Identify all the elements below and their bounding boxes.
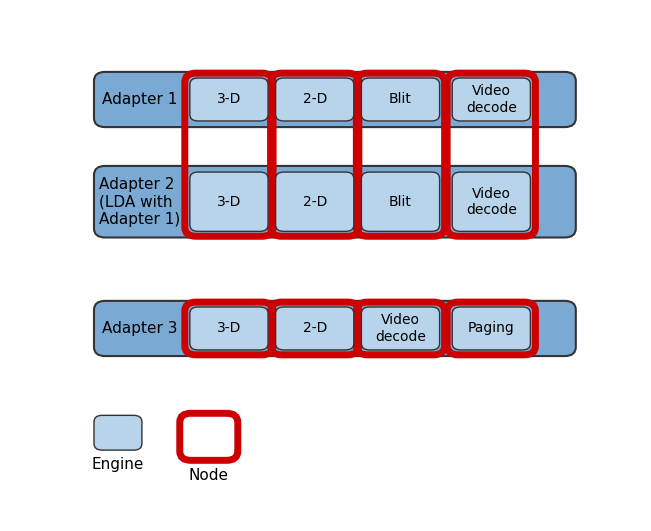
FancyBboxPatch shape — [275, 307, 354, 350]
Text: 2-D: 2-D — [303, 92, 327, 107]
Text: Adapter 1: Adapter 1 — [102, 92, 177, 107]
FancyBboxPatch shape — [361, 172, 439, 232]
FancyBboxPatch shape — [452, 307, 531, 350]
Text: 3-D: 3-D — [217, 195, 241, 209]
Text: Paging: Paging — [468, 321, 515, 336]
Text: Blit: Blit — [389, 195, 412, 209]
Text: Video
decode: Video decode — [375, 313, 426, 344]
FancyBboxPatch shape — [94, 301, 575, 356]
FancyBboxPatch shape — [94, 415, 142, 450]
Text: 3-D: 3-D — [217, 92, 241, 107]
Text: Engine: Engine — [92, 458, 144, 473]
FancyBboxPatch shape — [180, 413, 238, 460]
Text: Adapter 2
(LDA with
Adapter 1): Adapter 2 (LDA with Adapter 1) — [99, 177, 180, 227]
Text: 3-D: 3-D — [217, 321, 241, 336]
Text: 2-D: 2-D — [303, 321, 327, 336]
FancyBboxPatch shape — [94, 72, 575, 127]
Text: 2-D: 2-D — [303, 195, 327, 209]
FancyBboxPatch shape — [452, 172, 531, 232]
FancyBboxPatch shape — [190, 172, 268, 232]
Text: Video
decode: Video decode — [466, 84, 517, 115]
FancyBboxPatch shape — [361, 307, 439, 350]
FancyBboxPatch shape — [452, 78, 531, 121]
FancyBboxPatch shape — [94, 166, 575, 237]
FancyBboxPatch shape — [275, 172, 354, 232]
Text: Blit: Blit — [389, 92, 412, 107]
FancyBboxPatch shape — [361, 78, 439, 121]
FancyBboxPatch shape — [190, 307, 268, 350]
Text: Adapter 3: Adapter 3 — [102, 321, 177, 336]
Text: Node: Node — [189, 468, 229, 483]
FancyBboxPatch shape — [275, 78, 354, 121]
FancyBboxPatch shape — [190, 78, 268, 121]
Text: Video
decode: Video decode — [466, 186, 517, 217]
